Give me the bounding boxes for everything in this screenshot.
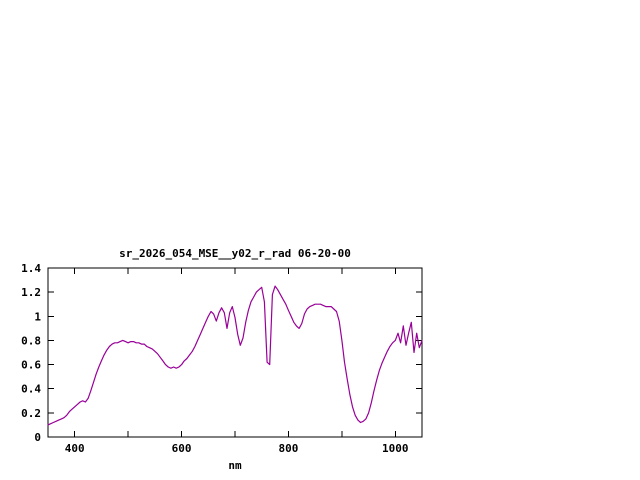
spectrum-line <box>47 285 423 426</box>
x-tick-label: 800 <box>278 442 298 455</box>
plot-border <box>47 267 423 438</box>
y-tick-label: 0.8 <box>21 334 41 347</box>
x-tick-label: 1000 <box>382 442 409 455</box>
y-tick-label: 0.2 <box>21 407 41 420</box>
y-tick-label: 1.4 <box>21 262 41 275</box>
y-tick-label: 1 <box>34 310 41 323</box>
x-axis-label: nm <box>228 459 242 472</box>
y-tick-label: 0 <box>34 431 41 444</box>
chart-title: sr_2026_054_MSE__y02_r_rad 06-20-00 <box>119 247 351 260</box>
y-tick-label: 0.6 <box>21 359 41 372</box>
y-tick-label: 0.4 <box>21 383 41 396</box>
x-tick-label: 600 <box>172 442 192 455</box>
y-tick-label: 1.2 <box>21 286 41 299</box>
x-tick-label: 400 <box>65 442 85 455</box>
